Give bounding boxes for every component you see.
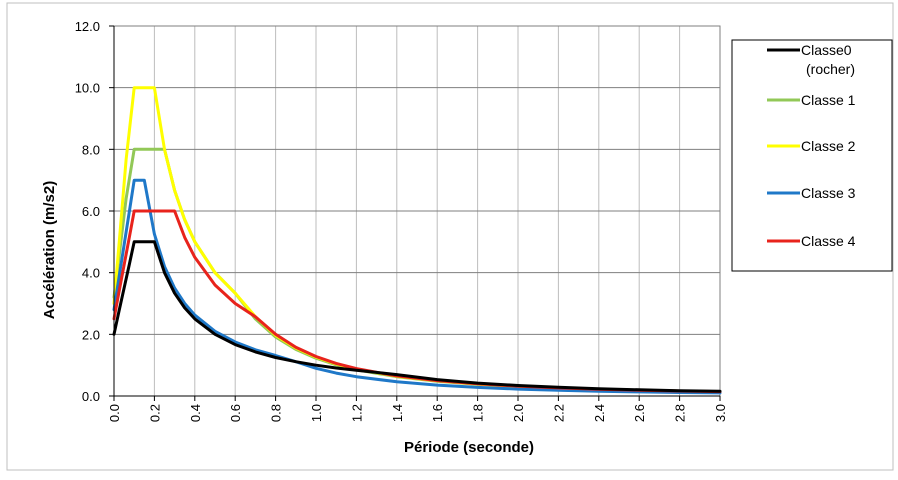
legend: Classe0 (rocher) Classe 1 Classe 2 Classe 3 C… [731, 39, 893, 272]
x-tick-label: 2.2 [551, 404, 566, 422]
y-tick-label: 4.0 [82, 266, 100, 281]
x-tick-label: 0.4 [188, 404, 203, 422]
x-tick-label: 0.2 [147, 404, 162, 422]
x-tick-label: 0.6 [228, 404, 243, 422]
y-tick-label: 6.0 [82, 204, 100, 219]
x-tick-label: 0.0 [107, 404, 122, 422]
x-tick-label: 1.2 [349, 404, 364, 422]
y-tick-label: 8.0 [82, 142, 100, 157]
legend-label: Classe 3 [801, 185, 856, 201]
x-tick-label: 2.8 [673, 404, 688, 422]
x-tick-label: 2.6 [632, 404, 647, 422]
series-line-classe0 [112, 240, 722, 393]
legend-box [731, 39, 893, 272]
x-tick-label: 3.0 [713, 404, 728, 422]
x-tick-label: 1.4 [390, 404, 405, 422]
legend-label: Classe 2 [801, 138, 856, 154]
y-tick-label: 0.0 [82, 389, 100, 404]
series-line-classe-2 [112, 86, 722, 394]
y-axis-title: Accélération (m/s2) [41, 181, 58, 319]
x-axis-title: Période (seconde) [404, 439, 534, 456]
y-tick-label: 2.0 [82, 327, 100, 342]
x-tick-label: 2.0 [511, 404, 526, 422]
y-tick-label: 10.0 [75, 81, 100, 96]
y-tick-label: 12.0 [75, 19, 100, 34]
legend-label: Classe 1 [801, 92, 856, 108]
x-tick-label: 2.4 [592, 404, 607, 422]
legend-label: Classe0 (rocher) [801, 42, 855, 77]
legend-label: Classe 4 [801, 233, 856, 249]
x-tick-label: 1.0 [309, 404, 324, 422]
x-tick-label: 0.8 [269, 404, 284, 422]
x-tick-label: 1.8 [471, 404, 486, 422]
series-line-classe-4 [112, 209, 722, 394]
series-line-classe-3 [112, 178, 722, 395]
x-tick-label: 1.6 [430, 404, 445, 422]
